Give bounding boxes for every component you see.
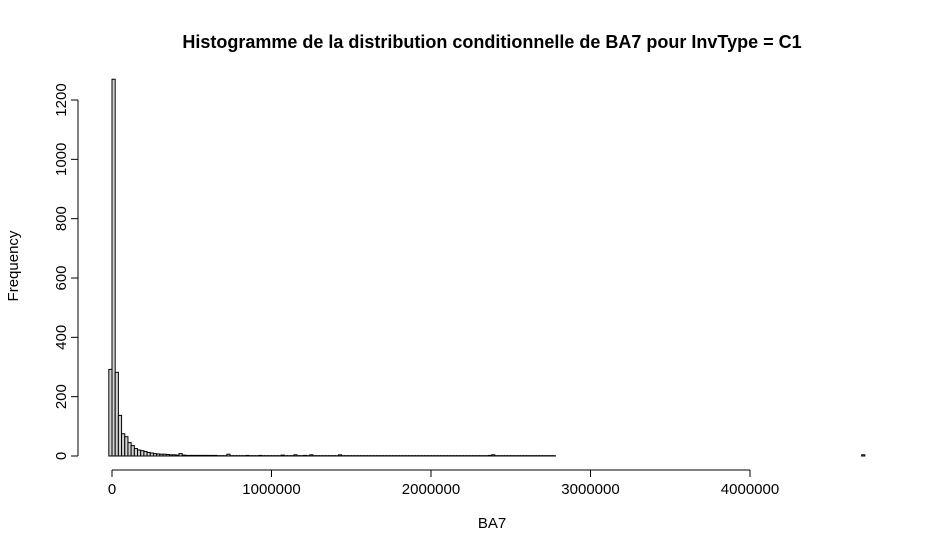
y-tick-label-0: 0 <box>53 452 70 460</box>
y-tick-label-5: 1000 <box>53 143 70 176</box>
histogram-bar-1 <box>111 78 116 457</box>
y-tick-label-4: 800 <box>53 206 70 231</box>
x-tick-label-2: 2000000 <box>402 481 460 498</box>
x-axis: 0 1000000 2000000 3000000 4000000 <box>108 469 779 498</box>
x-tick-label-0: 0 <box>108 481 116 498</box>
y-axis-label: Frequency <box>5 230 22 301</box>
x-axis-label: BA7 <box>478 515 506 532</box>
y-tick-label-3: 600 <box>53 265 70 290</box>
x-tick-label-3: 3000000 <box>561 481 619 498</box>
y-tick-label-2: 400 <box>53 325 70 350</box>
x-tick-label-4: 4000000 <box>721 481 779 498</box>
x-tick-label-1: 1000000 <box>242 481 300 498</box>
histogram-bar-2 <box>114 371 119 457</box>
y-axis: 0 200 400 600 800 1000 1200 <box>53 83 79 460</box>
histogram-bar-37 <box>226 453 231 457</box>
bars-group <box>108 78 866 457</box>
y-tick-label-1: 200 <box>53 384 70 409</box>
chart-title: Histogramme de la distribution condition… <box>182 32 801 52</box>
histogram-bar-sparse-1 <box>861 454 866 457</box>
y-tick-label-6: 1200 <box>53 83 70 116</box>
histogram-bar-sparse-0 <box>487 454 493 457</box>
